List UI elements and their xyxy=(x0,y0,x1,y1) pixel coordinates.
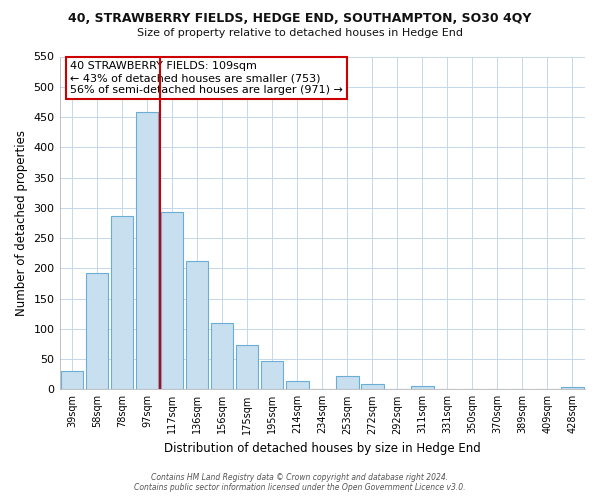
X-axis label: Distribution of detached houses by size in Hedge End: Distribution of detached houses by size … xyxy=(164,442,481,455)
Text: 40 STRAWBERRY FIELDS: 109sqm
← 43% of detached houses are smaller (753)
56% of s: 40 STRAWBERRY FIELDS: 109sqm ← 43% of de… xyxy=(70,62,343,94)
Bar xyxy=(211,322,233,390)
Y-axis label: Number of detached properties: Number of detached properties xyxy=(15,130,28,316)
Bar xyxy=(261,361,283,390)
Text: 40, STRAWBERRY FIELDS, HEDGE END, SOUTHAMPTON, SO30 4QY: 40, STRAWBERRY FIELDS, HEDGE END, SOUTHA… xyxy=(68,12,532,26)
Bar xyxy=(61,371,83,390)
Bar xyxy=(186,261,208,390)
Bar xyxy=(286,381,308,390)
Bar xyxy=(236,344,259,390)
Bar xyxy=(561,387,584,390)
Bar xyxy=(361,384,383,390)
Bar xyxy=(336,376,359,390)
Bar xyxy=(136,112,158,390)
Bar xyxy=(411,386,434,390)
Bar xyxy=(111,216,133,390)
Text: Contains HM Land Registry data © Crown copyright and database right 2024.
Contai: Contains HM Land Registry data © Crown c… xyxy=(134,473,466,492)
Bar xyxy=(86,273,109,390)
Text: Size of property relative to detached houses in Hedge End: Size of property relative to detached ho… xyxy=(137,28,463,38)
Bar xyxy=(161,212,184,390)
